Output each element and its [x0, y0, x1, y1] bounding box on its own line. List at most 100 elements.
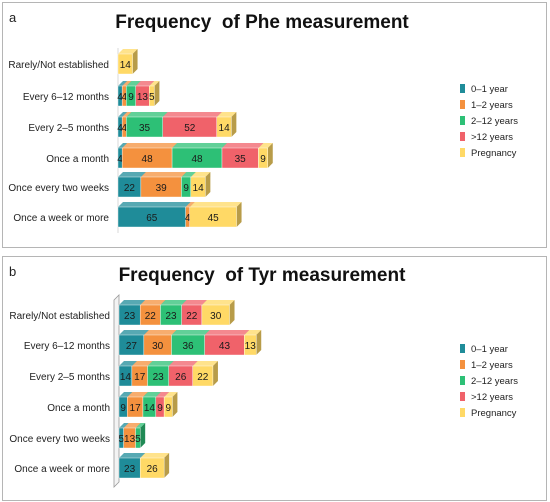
- data-label: 14: [144, 403, 156, 414]
- data-label: 5: [119, 434, 125, 445]
- category-label: Once a month: [46, 154, 109, 165]
- bar-segment: [189, 202, 242, 228]
- legend-label: Pregnancy: [471, 148, 517, 159]
- category-label: Once a month: [47, 403, 110, 414]
- bar-segment: [117, 49, 138, 75]
- data-label: 23: [124, 311, 136, 322]
- legend-label: Pregnancy: [471, 408, 517, 419]
- legend-swatch: [460, 360, 465, 369]
- data-label: 23: [124, 464, 136, 475]
- data-label: 13: [137, 92, 149, 103]
- chart-title: Frequency of Phe measurement: [115, 12, 409, 33]
- panel-border: [2, 256, 547, 501]
- category-label: Once every two weeks: [9, 434, 110, 445]
- category-label: Every 6–12 months: [24, 341, 110, 352]
- bar-segment: [258, 143, 273, 169]
- data-label: 52: [184, 123, 196, 134]
- data-label: 48: [191, 154, 203, 165]
- bar-segment: [201, 300, 235, 326]
- chart-title: Frequency of Tyr measurement: [119, 265, 407, 286]
- panel-label: a: [9, 10, 17, 25]
- data-label: 36: [183, 341, 195, 352]
- legend-swatch: [460, 132, 465, 141]
- data-label: 4: [117, 123, 123, 134]
- data-label: 14: [120, 60, 132, 71]
- legend-label: >12 years: [471, 132, 513, 143]
- data-label: 30: [152, 341, 164, 352]
- data-label: 4: [185, 213, 191, 224]
- data-label: 5: [135, 434, 141, 445]
- legend-swatch: [460, 376, 465, 385]
- axis-wall: [113, 294, 120, 488]
- category-label: Once every two weeks: [8, 183, 109, 194]
- data-label: 9: [260, 154, 266, 165]
- bar-segment: [143, 330, 177, 356]
- category-label: Every 2–5 months: [29, 372, 110, 383]
- bar-segment: [216, 112, 237, 138]
- legend-swatch: [460, 344, 465, 353]
- data-label: 4: [121, 123, 127, 134]
- data-label: 23: [165, 311, 177, 322]
- panel-label: b: [9, 264, 16, 279]
- data-label: 4: [117, 154, 123, 165]
- category-label: Once a week or more: [14, 464, 110, 475]
- data-label: 9: [183, 183, 189, 194]
- data-label: 4: [121, 92, 127, 103]
- data-label: 9: [120, 403, 126, 414]
- bar-segment: [148, 81, 160, 107]
- data-label: 9: [165, 403, 171, 414]
- legend-swatch: [460, 408, 465, 417]
- legend-label: 0–1 year: [471, 344, 508, 355]
- category-label: Rarely/Not established: [9, 311, 110, 322]
- bar-segment: [192, 361, 218, 387]
- legend-swatch: [460, 148, 465, 157]
- panel-border: [2, 2, 547, 248]
- data-label: 17: [134, 372, 146, 383]
- legend-label: >12 years: [471, 392, 513, 403]
- bar-segment: [135, 423, 146, 449]
- legend-label: 2–12 years: [471, 376, 518, 387]
- category-label: Every 2–5 months: [28, 123, 109, 134]
- data-label: 45: [208, 213, 220, 224]
- category-label: Once a week or more: [13, 213, 109, 224]
- data-label: 9: [128, 92, 134, 103]
- legend-swatch: [460, 392, 465, 401]
- data-label: 22: [124, 183, 136, 194]
- legend-label: 1–2 years: [471, 360, 513, 371]
- data-label: 14: [219, 123, 231, 134]
- bar-segment: [244, 330, 262, 356]
- bar-segment: [163, 392, 178, 418]
- category-label: Rarely/Not established: [8, 60, 109, 71]
- data-label: 23: [153, 372, 165, 383]
- bar-segment: [139, 453, 170, 479]
- data-label: 14: [120, 372, 132, 383]
- legend-label: 1–2 years: [471, 100, 513, 111]
- data-label: 13: [124, 434, 136, 445]
- data-label: 17: [130, 403, 142, 414]
- data-label: 48: [142, 154, 154, 165]
- data-label: 26: [175, 372, 187, 383]
- data-label: 14: [193, 183, 205, 194]
- chart-panel-a: a Frequency of Phe measurement Rarely/Not …: [2, 2, 547, 248]
- data-label: 35: [235, 154, 247, 165]
- data-label: 30: [210, 311, 222, 322]
- chart-panel-b: b Frequency of Tyr measurement Rarely/Not …: [2, 256, 547, 501]
- legend-swatch: [460, 84, 465, 93]
- data-label: 22: [186, 311, 198, 322]
- data-label: 35: [139, 123, 151, 134]
- data-label: 39: [156, 183, 168, 194]
- data-label: 4: [117, 92, 123, 103]
- data-label: 26: [147, 464, 159, 475]
- data-label: 13: [245, 341, 257, 352]
- data-label: 22: [197, 372, 209, 383]
- legend-label: 0–1 year: [471, 84, 508, 95]
- data-label: 27: [126, 341, 138, 352]
- data-label: 9: [157, 403, 163, 414]
- data-label: 65: [146, 213, 158, 224]
- legend-label: 2–12 years: [471, 116, 518, 127]
- data-label: 22: [145, 311, 157, 322]
- legend-swatch: [460, 116, 465, 125]
- data-label: 43: [219, 341, 231, 352]
- category-label: Every 6–12 months: [23, 92, 109, 103]
- bar-segment: [190, 172, 211, 198]
